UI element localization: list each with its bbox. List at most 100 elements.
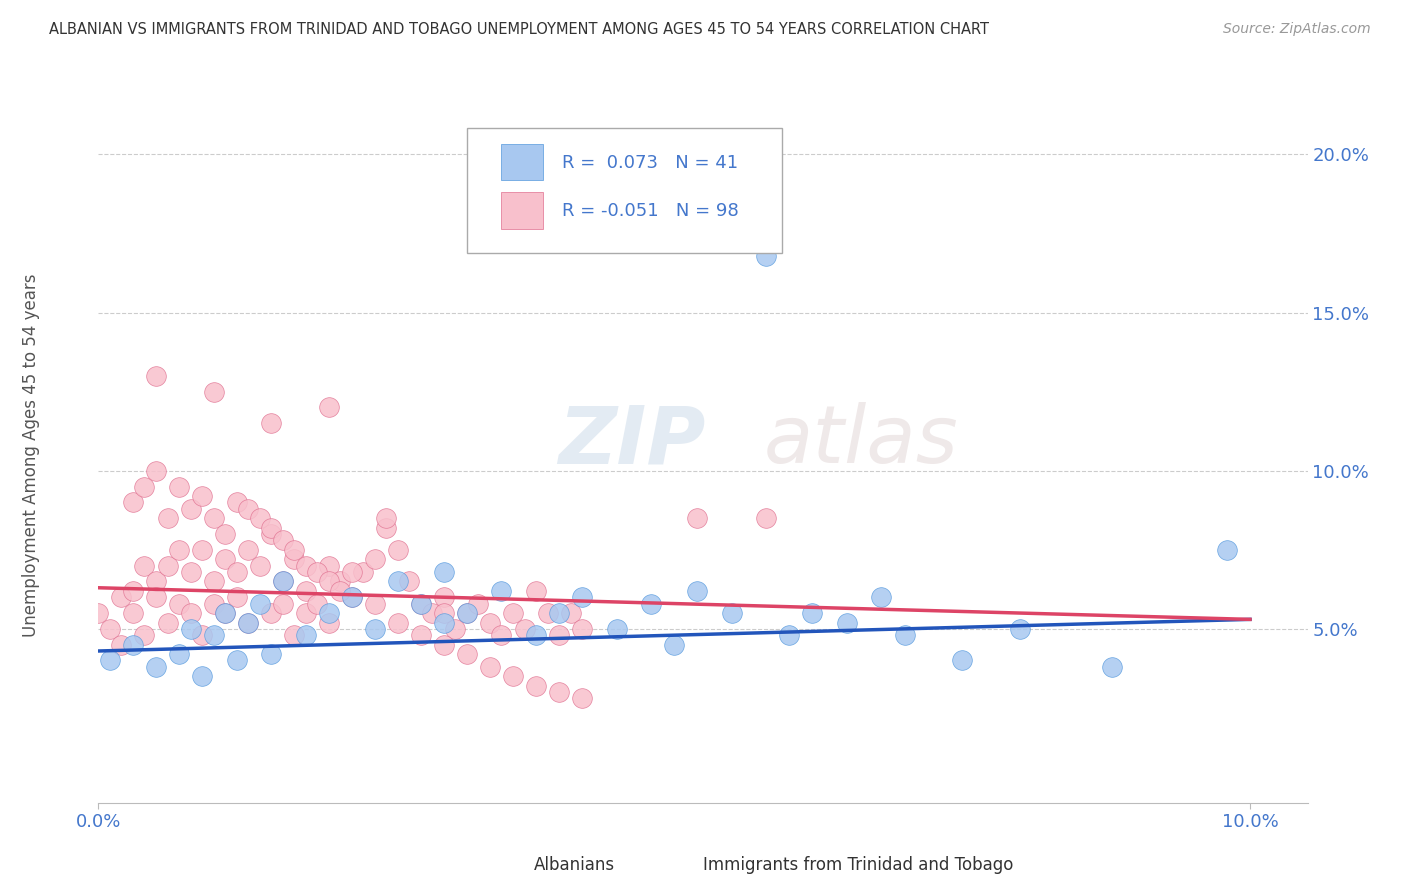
Point xyxy=(560,606,582,620)
Point xyxy=(387,615,409,630)
Point xyxy=(260,417,283,431)
Point xyxy=(375,511,398,525)
Point xyxy=(167,647,190,661)
Point xyxy=(548,628,571,642)
Point xyxy=(249,511,271,525)
Point xyxy=(456,606,478,620)
Point xyxy=(249,597,271,611)
Point xyxy=(548,606,571,620)
Point xyxy=(294,628,316,642)
Point xyxy=(686,583,709,598)
FancyBboxPatch shape xyxy=(661,848,695,883)
Point xyxy=(260,527,283,541)
Point xyxy=(364,622,387,636)
Point xyxy=(271,574,294,589)
Point xyxy=(167,597,190,611)
Point xyxy=(398,574,420,589)
Point xyxy=(444,622,467,636)
Point xyxy=(180,501,202,516)
Point xyxy=(214,606,236,620)
Point xyxy=(352,565,374,579)
Point xyxy=(202,597,225,611)
Point xyxy=(271,533,294,548)
Point xyxy=(294,583,316,598)
Point xyxy=(664,638,686,652)
Point xyxy=(225,495,247,509)
Point xyxy=(180,565,202,579)
Point xyxy=(409,597,432,611)
Point xyxy=(409,597,432,611)
Point xyxy=(191,542,214,557)
Point xyxy=(422,606,444,620)
Point xyxy=(214,552,236,566)
Point xyxy=(340,591,363,605)
Point xyxy=(524,679,547,693)
Point xyxy=(283,628,305,642)
Point xyxy=(606,622,628,636)
Point xyxy=(318,615,340,630)
Text: Unemployment Among Ages 45 to 54 years: Unemployment Among Ages 45 to 54 years xyxy=(22,273,39,637)
Point xyxy=(491,628,513,642)
Point xyxy=(236,615,259,630)
Point xyxy=(640,597,662,611)
Point xyxy=(122,583,145,598)
Text: Albanians: Albanians xyxy=(534,856,614,874)
Point xyxy=(294,606,316,620)
Point xyxy=(156,558,179,573)
Point xyxy=(134,628,156,642)
Point xyxy=(491,583,513,598)
Point xyxy=(202,574,225,589)
Point xyxy=(340,591,363,605)
Point xyxy=(87,606,110,620)
FancyBboxPatch shape xyxy=(501,144,543,180)
Point xyxy=(536,606,558,620)
Point xyxy=(433,591,456,605)
Text: Source: ZipAtlas.com: Source: ZipAtlas.com xyxy=(1223,22,1371,37)
FancyBboxPatch shape xyxy=(501,193,543,228)
Point xyxy=(202,628,225,642)
Point xyxy=(145,464,167,478)
Point xyxy=(180,622,202,636)
Point xyxy=(283,552,305,566)
Point xyxy=(156,511,179,525)
Point xyxy=(433,638,456,652)
Point xyxy=(409,628,432,642)
Point xyxy=(98,653,121,667)
Text: Immigrants from Trinidad and Tobago: Immigrants from Trinidad and Tobago xyxy=(703,856,1014,874)
Point xyxy=(502,606,524,620)
Point xyxy=(145,368,167,383)
Point xyxy=(375,521,398,535)
Point xyxy=(145,660,167,674)
Point xyxy=(156,615,179,630)
Point xyxy=(214,527,236,541)
Point xyxy=(433,615,456,630)
Point xyxy=(236,615,259,630)
FancyBboxPatch shape xyxy=(467,128,782,253)
Point xyxy=(870,591,893,605)
Point xyxy=(225,565,247,579)
Point xyxy=(456,606,478,620)
Point xyxy=(318,401,340,415)
Point xyxy=(122,606,145,620)
Point xyxy=(260,647,283,661)
Point xyxy=(950,653,973,667)
Point xyxy=(456,647,478,661)
Point xyxy=(686,511,709,525)
Point xyxy=(134,479,156,493)
Point xyxy=(260,521,283,535)
Point xyxy=(214,606,236,620)
Point xyxy=(283,542,305,557)
FancyBboxPatch shape xyxy=(492,848,526,883)
Point xyxy=(110,591,132,605)
Point xyxy=(191,489,214,503)
Point xyxy=(145,591,167,605)
Point xyxy=(180,606,202,620)
Point xyxy=(329,583,352,598)
Point xyxy=(225,591,247,605)
Point xyxy=(145,574,167,589)
Point xyxy=(122,495,145,509)
Point xyxy=(1101,660,1123,674)
Point xyxy=(225,653,247,667)
Text: R = -0.051   N = 98: R = -0.051 N = 98 xyxy=(561,202,738,220)
Point xyxy=(294,558,316,573)
